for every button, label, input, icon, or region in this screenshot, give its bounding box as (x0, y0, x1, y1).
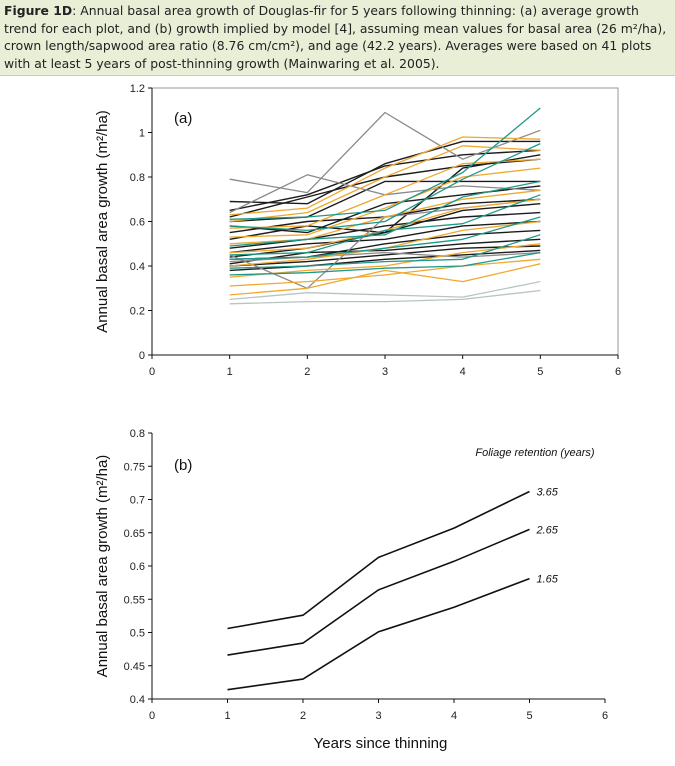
series-line-22 (229, 167, 541, 238)
caption-text: : Annual basal area growth of Douglas-fi… (4, 3, 667, 71)
series-line-14 (229, 249, 541, 272)
series-line-31 (229, 180, 541, 247)
y-tick-label: 0.65 (124, 528, 145, 540)
series-line-8 (229, 211, 541, 249)
x-tick-label: 0 (149, 710, 155, 722)
y-axis-label: Annual basal area growth (m²/ha) (94, 110, 111, 333)
x-tick-label: 6 (615, 366, 621, 378)
series-line-4 (229, 180, 541, 223)
series-line-12 (229, 238, 541, 265)
figure-label: Figure 1D (4, 3, 73, 18)
series-line-18 (229, 251, 541, 263)
figure-caption: Figure 1D: Annual basal area growth of D… (0, 0, 675, 76)
series-line-30 (229, 143, 541, 232)
x-tick-label: 3 (375, 710, 381, 722)
series-line-28 (229, 263, 541, 296)
x-tick-label: 1 (224, 710, 230, 722)
x-tick-label: 2 (304, 366, 310, 378)
series-line-29 (229, 107, 541, 220)
series-line-1 (227, 490, 530, 630)
legend-title: Foliage retention (years) (475, 447, 595, 459)
series-line-33 (229, 216, 541, 260)
x-tick-label: 4 (460, 366, 466, 378)
series-line-10 (229, 154, 541, 258)
y-tick-label: 0.7 (130, 495, 145, 507)
panel-label: (a) (174, 110, 192, 127)
y-tick-label: 0.55 (124, 594, 145, 606)
series-line-37 (229, 280, 541, 301)
x-tick-label: 5 (526, 710, 532, 722)
series-line-3 (227, 577, 530, 691)
y-tick-label: 0 (139, 350, 145, 362)
series-line-9 (229, 220, 541, 254)
x-tick-label: 1 (227, 366, 233, 378)
y-tick-label: 1 (139, 128, 145, 140)
series-label: 2.65 (536, 524, 559, 536)
series-line-27 (229, 258, 541, 287)
panel-label: (b) (174, 457, 192, 474)
x-tick-label: 2 (300, 710, 306, 722)
x-tick-label: 3 (382, 366, 388, 378)
series-line-16 (229, 174, 541, 214)
series-line-35 (229, 251, 541, 276)
series-line-34 (229, 234, 541, 269)
series-line-20 (229, 145, 541, 223)
series-line-19 (229, 136, 541, 216)
series-line-15 (229, 111, 541, 194)
series-line-26 (229, 243, 541, 278)
series-line-32 (229, 194, 541, 256)
x-tick-label: 0 (149, 366, 155, 378)
series-line-2 (229, 149, 541, 212)
y-tick-label: 0.5 (130, 628, 145, 640)
y-axis-label: Annual basal area growth (m²/ha) (94, 455, 111, 678)
y-tick-label: 0.75 (124, 461, 145, 473)
y-tick-label: 0.8 (130, 172, 145, 184)
y-tick-label: 1.2 (130, 83, 145, 95)
x-tick-label: 5 (537, 366, 543, 378)
y-tick-label: 0.8 (130, 428, 145, 440)
x-axis-label: Years since thinning (314, 735, 448, 752)
series-label: 1.65 (537, 574, 559, 586)
y-tick-label: 0.6 (130, 217, 145, 229)
series-line-23 (229, 189, 541, 245)
series-line-2 (227, 528, 530, 656)
x-tick-label: 4 (451, 710, 457, 722)
series-line-36 (229, 289, 541, 305)
series-line-21 (229, 158, 541, 229)
y-tick-label: 0.2 (130, 306, 145, 318)
chart-panel-b: 0.4 0.45 0.5 0.55 0.6 0.65 0.7 0.75 0.8 0 1 2 3 4 5 6 An… (94, 428, 608, 752)
y-tick-label: 0.4 (130, 261, 145, 273)
y-tick-label: 0.4 (130, 694, 145, 706)
chart-panel-a: 0 0.2 0.4 0.6 0.8 1 1.2 0 1 2 3 4 5 6 Annual basal are… (94, 83, 621, 378)
series-line-13 (229, 245, 541, 267)
series-label: 3.65 (537, 487, 559, 499)
y-tick-label: 0.45 (124, 661, 145, 673)
x-tick-label: 6 (602, 710, 608, 722)
y-tick-label: 0.6 (130, 561, 145, 573)
